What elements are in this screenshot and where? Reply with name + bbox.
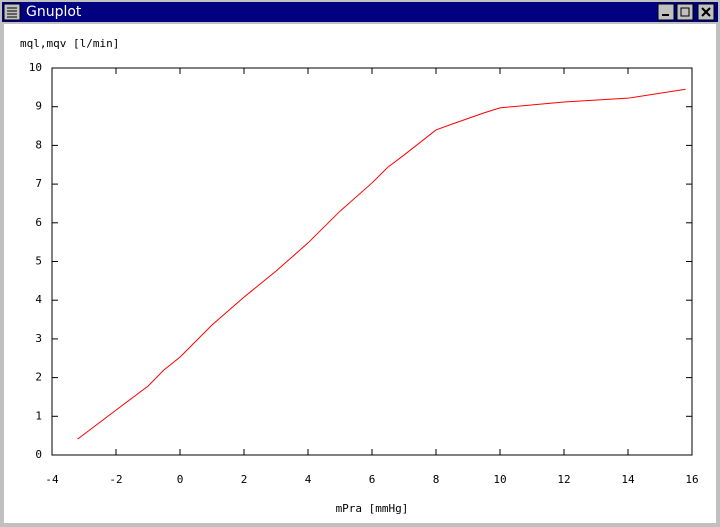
- y-tick-label: 3: [35, 332, 42, 345]
- x-tick-label: 16: [685, 473, 698, 486]
- y-axis-label: mql,mqv [l/min]: [20, 37, 119, 50]
- x-tick-label: 12: [557, 473, 570, 486]
- data-line: [77, 88, 686, 440]
- x-tick-label: 8: [433, 473, 440, 486]
- x-tick-label: 4: [305, 473, 312, 486]
- y-tick-label: 9: [35, 100, 42, 113]
- title-bar[interactable]: [2, 2, 718, 22]
- y-tick-label: 4: [35, 293, 42, 306]
- plot-canvas: [4, 24, 716, 523]
- x-tick-label: 14: [621, 473, 635, 486]
- x-tick-label: 10: [493, 473, 506, 486]
- x-axis-label: mPra [mmHg]: [336, 502, 409, 515]
- x-tick-label: -4: [45, 473, 59, 486]
- maximize-button[interactable]: [676, 3, 694, 21]
- y-tick-label: 8: [35, 138, 42, 151]
- x-tick-label: 6: [369, 473, 376, 486]
- y-tick-label: 2: [35, 371, 42, 384]
- y-tick-label: 5: [35, 255, 42, 268]
- menu-icon[interactable]: [3, 3, 21, 21]
- close-button[interactable]: [697, 3, 715, 21]
- window-title: Gnuplot: [26, 4, 82, 20]
- minimize-button[interactable]: [657, 3, 675, 21]
- y-tick-label: 6: [35, 216, 42, 229]
- y-tick-label: 7: [35, 177, 42, 190]
- y-tick-label: 1: [35, 409, 42, 422]
- y-tick-label: 10: [29, 61, 42, 74]
- y-tick-label: 0: [35, 448, 42, 461]
- x-tick-label: -2: [109, 473, 122, 486]
- x-tick-label: 0: [177, 473, 184, 486]
- x-tick-label: 2: [241, 473, 248, 486]
